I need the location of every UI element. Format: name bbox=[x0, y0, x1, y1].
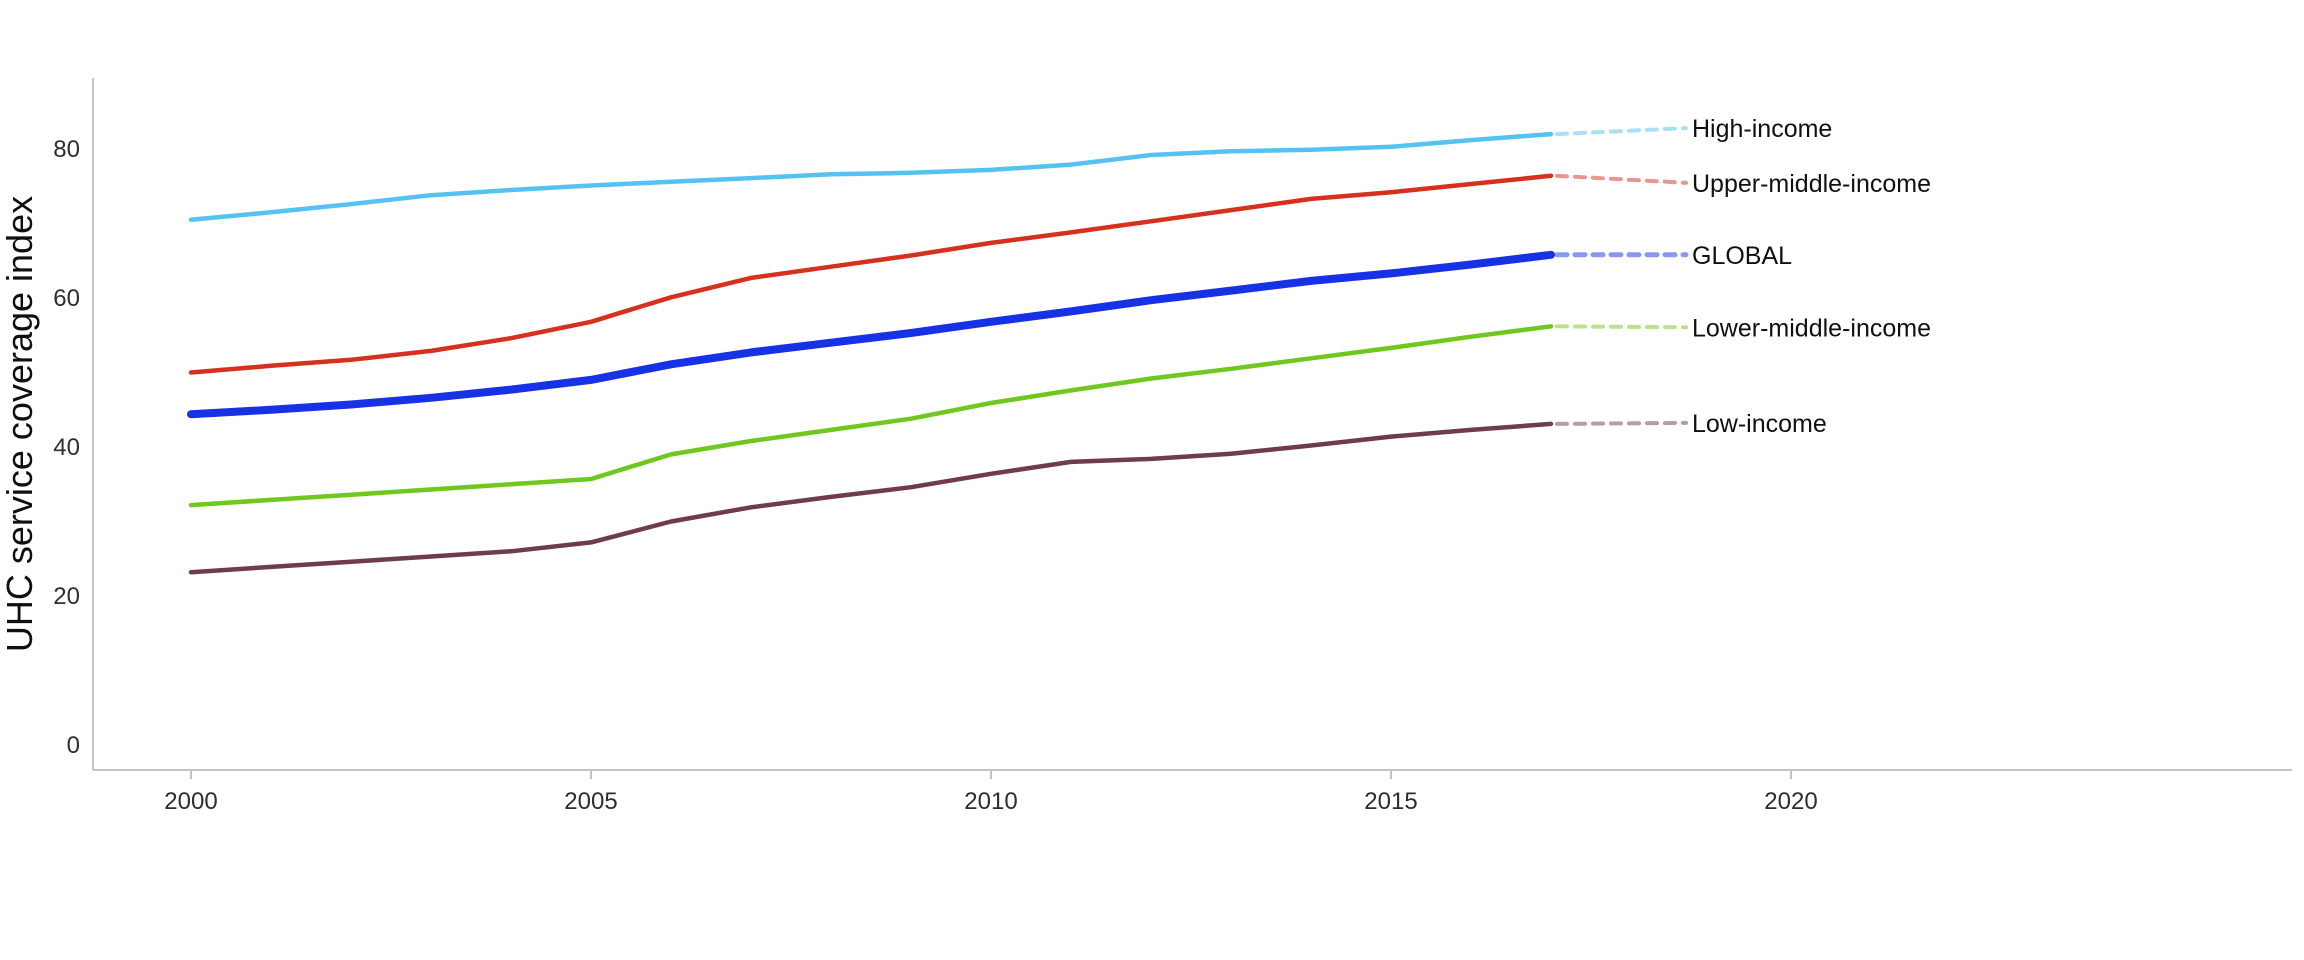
series-label-global: GLOBAL bbox=[1692, 242, 1792, 270]
series-line-upper-middle-income bbox=[188, 173, 1554, 375]
series-line-low-income bbox=[188, 421, 1554, 575]
series-line-global bbox=[187, 250, 1555, 419]
plot-area: 2000 2005 2010 2015 2020 0 20 40 60 80 High-income… bbox=[53, 78, 2292, 815]
series-label-lower-middle-income: Lower-middle-income bbox=[1692, 314, 1931, 342]
x-tick-label-2020: 2020 bbox=[1764, 788, 1817, 815]
series-line-high-income bbox=[188, 131, 1554, 223]
y-tick-label-80: 80 bbox=[53, 136, 80, 163]
y-tick-label-0: 0 bbox=[67, 732, 80, 759]
leader-line-lower-middle-income bbox=[1555, 324, 1688, 330]
y-tick-label-40: 40 bbox=[53, 434, 80, 461]
series-line-lower-middle-income bbox=[188, 324, 1554, 508]
leader-line-low-income bbox=[1555, 420, 1688, 426]
series-label-high-income: High-income bbox=[1692, 115, 1832, 143]
x-tick-label-2005: 2005 bbox=[564, 788, 617, 815]
y-axis-title: UHC service coverage index bbox=[0, 196, 40, 652]
series-label-upper-middle-income: Upper-middle-income bbox=[1692, 170, 1931, 198]
leader-line-high-income bbox=[1555, 126, 1688, 137]
series-label-low-income: Low-income bbox=[1692, 410, 1827, 438]
x-tick-label-2015: 2015 bbox=[1364, 788, 1417, 815]
x-tick-label-2010: 2010 bbox=[964, 788, 1017, 815]
y-tick-label-60: 60 bbox=[53, 285, 80, 312]
leader-line-upper-middle-income bbox=[1555, 173, 1688, 185]
y-tick-label-20: 20 bbox=[53, 583, 80, 610]
x-tick-label-2000: 2000 bbox=[164, 788, 217, 815]
